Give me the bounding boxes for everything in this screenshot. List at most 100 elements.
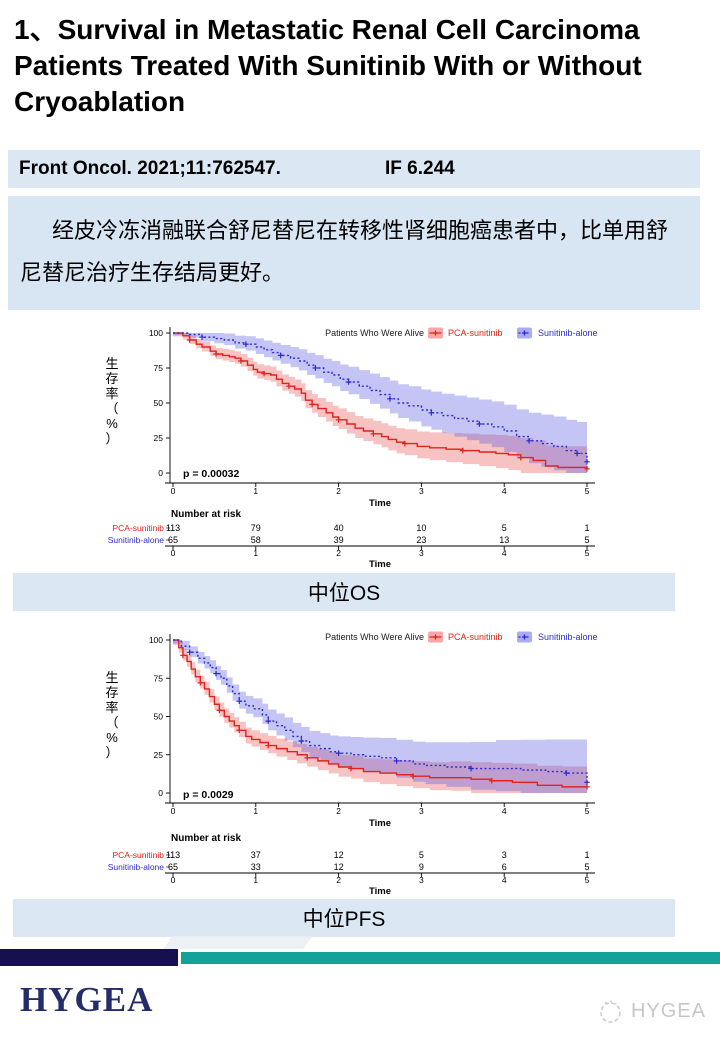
svg-text:75: 75 bbox=[154, 363, 164, 373]
svg-text:Patients Who Were Alive: Patients Who Were Alive bbox=[325, 632, 424, 642]
svg-text:75: 75 bbox=[154, 673, 164, 683]
svg-text:%: % bbox=[106, 730, 118, 745]
page-title: 1、Survival in Metastatic Renal Cell Carc… bbox=[14, 14, 642, 117]
svg-text:PCA-sunitinib: PCA-sunitinib bbox=[448, 328, 503, 338]
watermark: HYGEA bbox=[597, 998, 706, 1025]
svg-text:p = 0.0029: p = 0.0029 bbox=[183, 789, 234, 801]
citation-bar: Front Oncol. 2021;11:762547. IF 6.244 bbox=[8, 150, 700, 188]
svg-text:113: 113 bbox=[166, 850, 180, 860]
svg-text:2: 2 bbox=[336, 875, 341, 885]
svg-text:58: 58 bbox=[251, 535, 261, 545]
svg-text:Number at risk: Number at risk bbox=[171, 833, 241, 844]
svg-text:1: 1 bbox=[253, 548, 258, 558]
svg-text:率: 率 bbox=[105, 386, 118, 401]
svg-text:5: 5 bbox=[584, 535, 589, 545]
svg-text:13: 13 bbox=[499, 535, 509, 545]
svg-text:3: 3 bbox=[419, 486, 424, 496]
svg-text:25: 25 bbox=[154, 750, 164, 760]
svg-text:）: ） bbox=[105, 431, 118, 446]
svg-text:23: 23 bbox=[416, 535, 426, 545]
svg-text:3: 3 bbox=[419, 548, 424, 558]
summary-text: 经皮冷冻消融联合舒尼替尼在转移性肾细胞癌患者中，比单用舒尼替尼治疗生存结局更好。 bbox=[8, 196, 700, 310]
svg-text:%: % bbox=[106, 416, 118, 431]
section-label-pfs: 中位PFS bbox=[13, 899, 675, 937]
svg-text:Sunitinib-alone: Sunitinib-alone bbox=[108, 862, 165, 872]
svg-text:5: 5 bbox=[585, 486, 590, 496]
svg-text:12: 12 bbox=[334, 850, 344, 860]
svg-text:3: 3 bbox=[419, 806, 424, 816]
svg-text:0: 0 bbox=[171, 548, 176, 558]
svg-text:79: 79 bbox=[251, 523, 261, 533]
svg-text:37: 37 bbox=[251, 850, 261, 860]
svg-text:）: ） bbox=[105, 745, 118, 760]
svg-text:5: 5 bbox=[585, 875, 590, 885]
svg-text:2: 2 bbox=[336, 806, 341, 816]
svg-text:p = 0.00032: p = 0.00032 bbox=[183, 468, 239, 480]
svg-text:（: （ bbox=[105, 715, 118, 730]
svg-text:0: 0 bbox=[171, 875, 176, 885]
svg-text:100: 100 bbox=[149, 328, 163, 338]
watermark-globe-icon bbox=[600, 1000, 621, 1023]
hygea-logo: HYGEA bbox=[20, 980, 154, 1019]
svg-text:Sunitinib-alone: Sunitinib-alone bbox=[538, 328, 598, 338]
svg-text:50: 50 bbox=[154, 398, 164, 408]
footer-bar-teal bbox=[181, 952, 720, 964]
svg-text:率: 率 bbox=[105, 700, 118, 715]
svg-text:存: 存 bbox=[105, 685, 118, 700]
svg-text:5: 5 bbox=[585, 548, 590, 558]
svg-text:1: 1 bbox=[584, 850, 589, 860]
svg-text:Patients Who Were Alive: Patients Who Were Alive bbox=[325, 328, 424, 338]
svg-text:0: 0 bbox=[171, 486, 176, 496]
svg-text:2: 2 bbox=[336, 486, 341, 496]
svg-text:PCA-sunitinib: PCA-sunitinib bbox=[113, 523, 165, 533]
svg-text:1: 1 bbox=[253, 875, 258, 885]
svg-text:Time: Time bbox=[369, 886, 391, 897]
svg-text:5: 5 bbox=[585, 806, 590, 816]
svg-text:（: （ bbox=[105, 401, 118, 416]
svg-text:Time: Time bbox=[369, 498, 391, 509]
impact-factor: IF 6.244 bbox=[385, 158, 455, 179]
svg-text:Time: Time bbox=[369, 818, 391, 829]
svg-text:生: 生 bbox=[105, 670, 118, 685]
svg-text:33: 33 bbox=[251, 862, 261, 872]
footer-bar-navy bbox=[0, 949, 178, 966]
svg-text:PCA-sunitinib: PCA-sunitinib bbox=[448, 632, 503, 642]
svg-text:5: 5 bbox=[584, 862, 589, 872]
svg-text:10: 10 bbox=[416, 523, 426, 533]
svg-text:1: 1 bbox=[253, 806, 258, 816]
svg-text:65: 65 bbox=[168, 535, 178, 545]
svg-text:6: 6 bbox=[502, 862, 507, 872]
svg-text:存: 存 bbox=[105, 371, 118, 386]
svg-text:50: 50 bbox=[154, 712, 164, 722]
svg-text:生: 生 bbox=[105, 356, 118, 371]
svg-text:Sunitinib-alone: Sunitinib-alone bbox=[538, 632, 598, 642]
svg-text:4: 4 bbox=[502, 486, 507, 496]
svg-text:5: 5 bbox=[502, 523, 507, 533]
svg-text:4: 4 bbox=[502, 806, 507, 816]
svg-text:Time: Time bbox=[369, 559, 391, 570]
svg-text:65: 65 bbox=[168, 862, 178, 872]
svg-text:25: 25 bbox=[154, 433, 164, 443]
svg-text:4: 4 bbox=[502, 548, 507, 558]
svg-text:2: 2 bbox=[336, 548, 341, 558]
svg-text:3: 3 bbox=[502, 850, 507, 860]
citation-journal: Front Oncol. 2021;11:762547. bbox=[19, 158, 281, 179]
svg-text:0: 0 bbox=[158, 788, 163, 798]
svg-text:0: 0 bbox=[158, 468, 163, 478]
svg-text:PCA-sunitinib: PCA-sunitinib bbox=[113, 850, 165, 860]
svg-text:4: 4 bbox=[502, 875, 507, 885]
svg-text:12: 12 bbox=[334, 862, 344, 872]
svg-text:40: 40 bbox=[334, 523, 344, 533]
section-label-os: 中位OS bbox=[13, 573, 675, 611]
svg-text:9: 9 bbox=[419, 862, 424, 872]
svg-text:100: 100 bbox=[149, 635, 163, 645]
footer-ghost-shape bbox=[163, 936, 313, 949]
svg-text:Number at risk: Number at risk bbox=[171, 509, 241, 520]
svg-text:3: 3 bbox=[419, 875, 424, 885]
svg-text:1: 1 bbox=[584, 523, 589, 533]
svg-text:39: 39 bbox=[334, 535, 344, 545]
svg-text:0: 0 bbox=[171, 806, 176, 816]
